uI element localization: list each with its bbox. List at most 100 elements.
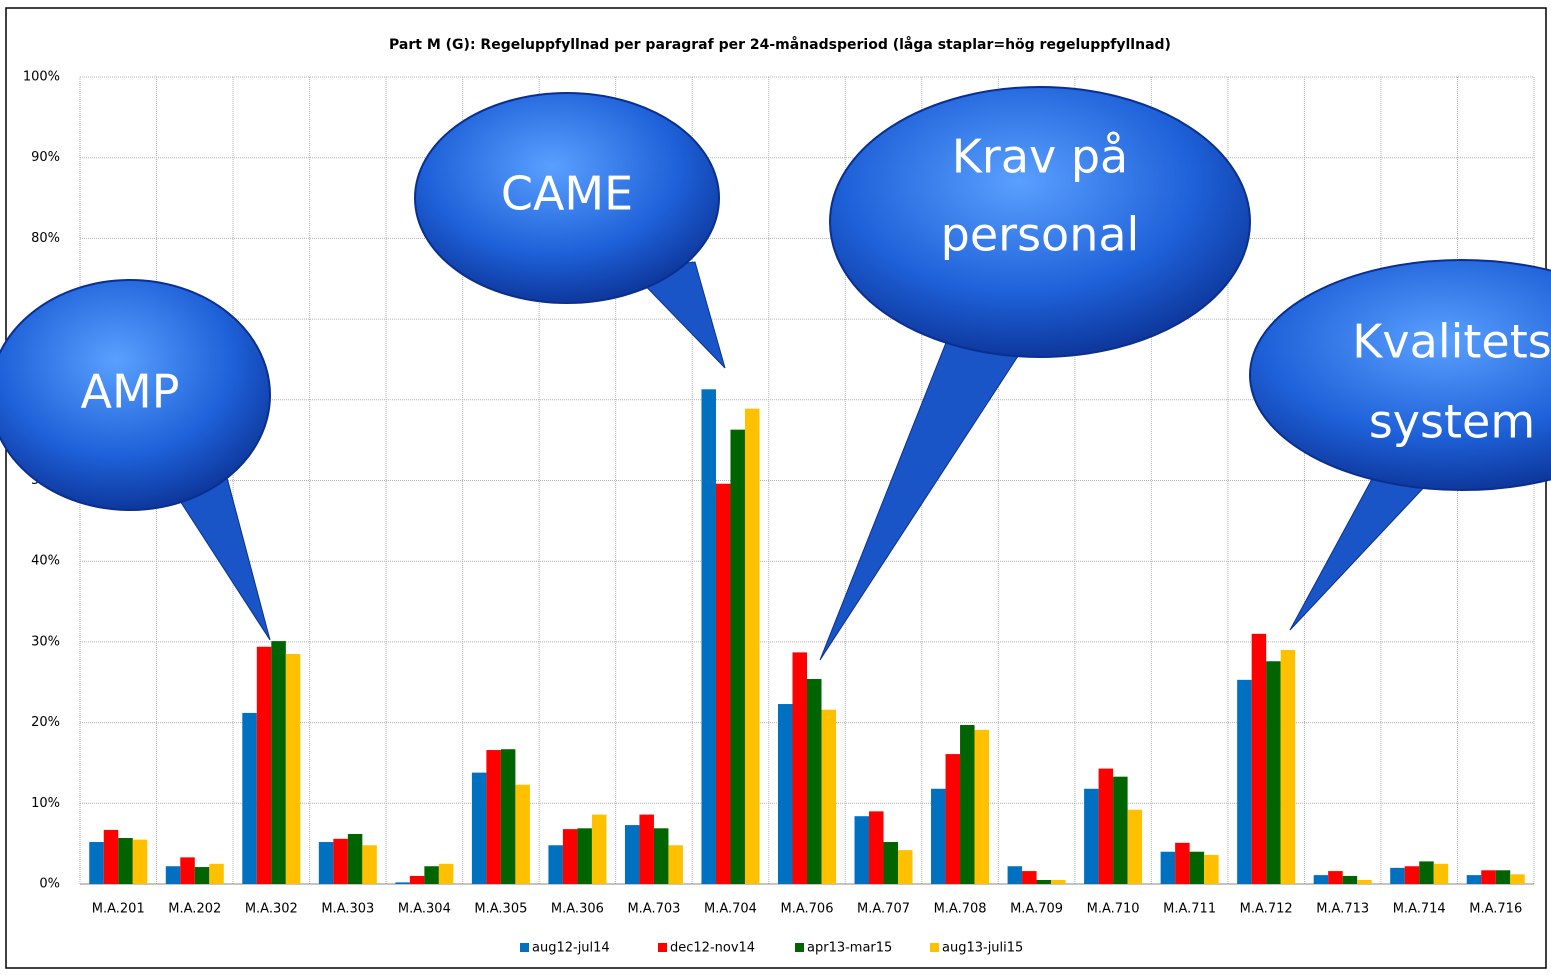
bar: [1051, 880, 1066, 884]
bar: [1281, 650, 1296, 884]
callout-text: Kvalitets: [1352, 315, 1551, 369]
bar: [286, 654, 301, 884]
bar: [1190, 852, 1205, 884]
bar: [898, 850, 913, 884]
bar: [1510, 874, 1525, 884]
bar: [745, 409, 760, 884]
bar: [807, 679, 822, 884]
bar: [1237, 680, 1252, 884]
bar: [118, 838, 132, 884]
bar: [1357, 880, 1372, 884]
bar: [1266, 661, 1281, 884]
chart-border: [6, 8, 1546, 968]
bar: [424, 866, 439, 884]
bar: [716, 484, 731, 884]
bar: [271, 641, 286, 884]
bar: [1099, 769, 1114, 884]
chart: Part M (G): Regeluppfyllnad per paragraf…: [0, 0, 1551, 971]
y-tick-label: 80%: [31, 231, 60, 246]
bar: [1481, 870, 1496, 884]
x-tick-label: M.A.703: [627, 902, 680, 917]
bar: [639, 815, 654, 884]
legend-swatch: [930, 943, 939, 952]
x-tick-label: M.A.709: [1010, 902, 1063, 917]
bar: [1161, 852, 1176, 884]
legend-label: aug12-jul14: [532, 941, 610, 956]
bar: [319, 842, 334, 884]
bar: [1084, 789, 1099, 884]
x-tick-label: M.A.304: [398, 902, 451, 917]
chart-title: Part M (G): Regeluppfyllnad per paragraf…: [389, 36, 1171, 53]
x-tick-label: M.A.201: [92, 902, 145, 917]
bar: [195, 867, 210, 884]
x-tick-label: M.A.302: [245, 902, 298, 917]
bar: [410, 876, 425, 884]
bar: [1008, 866, 1023, 884]
x-tick-label: M.A.711: [1163, 902, 1216, 917]
x-tick-label: M.A.714: [1393, 902, 1446, 917]
x-tick-label: M.A.706: [781, 902, 834, 917]
bar: [1252, 634, 1267, 884]
bar: [1496, 870, 1511, 884]
x-tick-label: M.A.303: [321, 902, 374, 917]
bar: [654, 828, 669, 884]
legend-label: dec12-nov14: [670, 941, 755, 956]
bar: [1419, 861, 1434, 884]
bar: [793, 652, 808, 884]
bar: [166, 866, 181, 884]
bar: [1314, 875, 1329, 884]
bar: [1037, 880, 1052, 884]
bar: [1022, 871, 1036, 884]
bar: [855, 816, 870, 884]
bar: [257, 647, 272, 884]
bar: [209, 864, 224, 884]
bar: [1204, 855, 1219, 884]
bar: [1175, 843, 1190, 884]
x-tick-label: M.A.707: [857, 902, 910, 917]
bar: [104, 830, 119, 884]
bar: [625, 825, 640, 884]
bar: [395, 882, 410, 884]
y-tick-label: 90%: [31, 150, 60, 165]
callout-text: AMP: [81, 365, 180, 419]
bar: [1113, 777, 1128, 884]
bar: [822, 710, 837, 884]
bar: [515, 785, 530, 884]
x-tick-label: M.A.306: [551, 902, 604, 917]
bar: [133, 840, 148, 884]
bar: [180, 857, 195, 884]
callout-text: personal: [941, 208, 1140, 262]
bar: [884, 842, 899, 884]
x-tick-label: M.A.202: [168, 902, 221, 917]
bar: [333, 839, 348, 884]
bar: [486, 750, 501, 884]
bar: [472, 773, 487, 884]
bar: [778, 704, 793, 884]
y-tick-label: 20%: [31, 715, 60, 730]
y-tick-label: 100%: [23, 70, 60, 85]
bar: [501, 749, 516, 884]
bar: [362, 845, 377, 884]
bar: [1343, 876, 1358, 884]
bar: [946, 754, 961, 884]
bar: [1128, 810, 1143, 884]
x-tick-label: M.A.713: [1316, 902, 1369, 917]
bar: [592, 815, 607, 884]
bar: [931, 789, 946, 884]
bar: [869, 811, 884, 884]
bar: [1434, 864, 1449, 884]
bar: [1405, 866, 1420, 884]
x-tick-label: M.A.716: [1469, 902, 1522, 917]
bar: [89, 842, 104, 884]
y-tick-label: 30%: [31, 634, 60, 649]
bar: [348, 834, 363, 884]
legend-swatch: [520, 943, 529, 952]
bar: [975, 730, 990, 884]
x-tick-label: M.A.708: [934, 902, 987, 917]
x-tick-label: M.A.305: [474, 902, 527, 917]
bar: [563, 829, 578, 884]
bar: [548, 845, 563, 884]
bar: [960, 725, 975, 884]
legend-swatch: [795, 943, 804, 952]
bar: [701, 389, 716, 884]
